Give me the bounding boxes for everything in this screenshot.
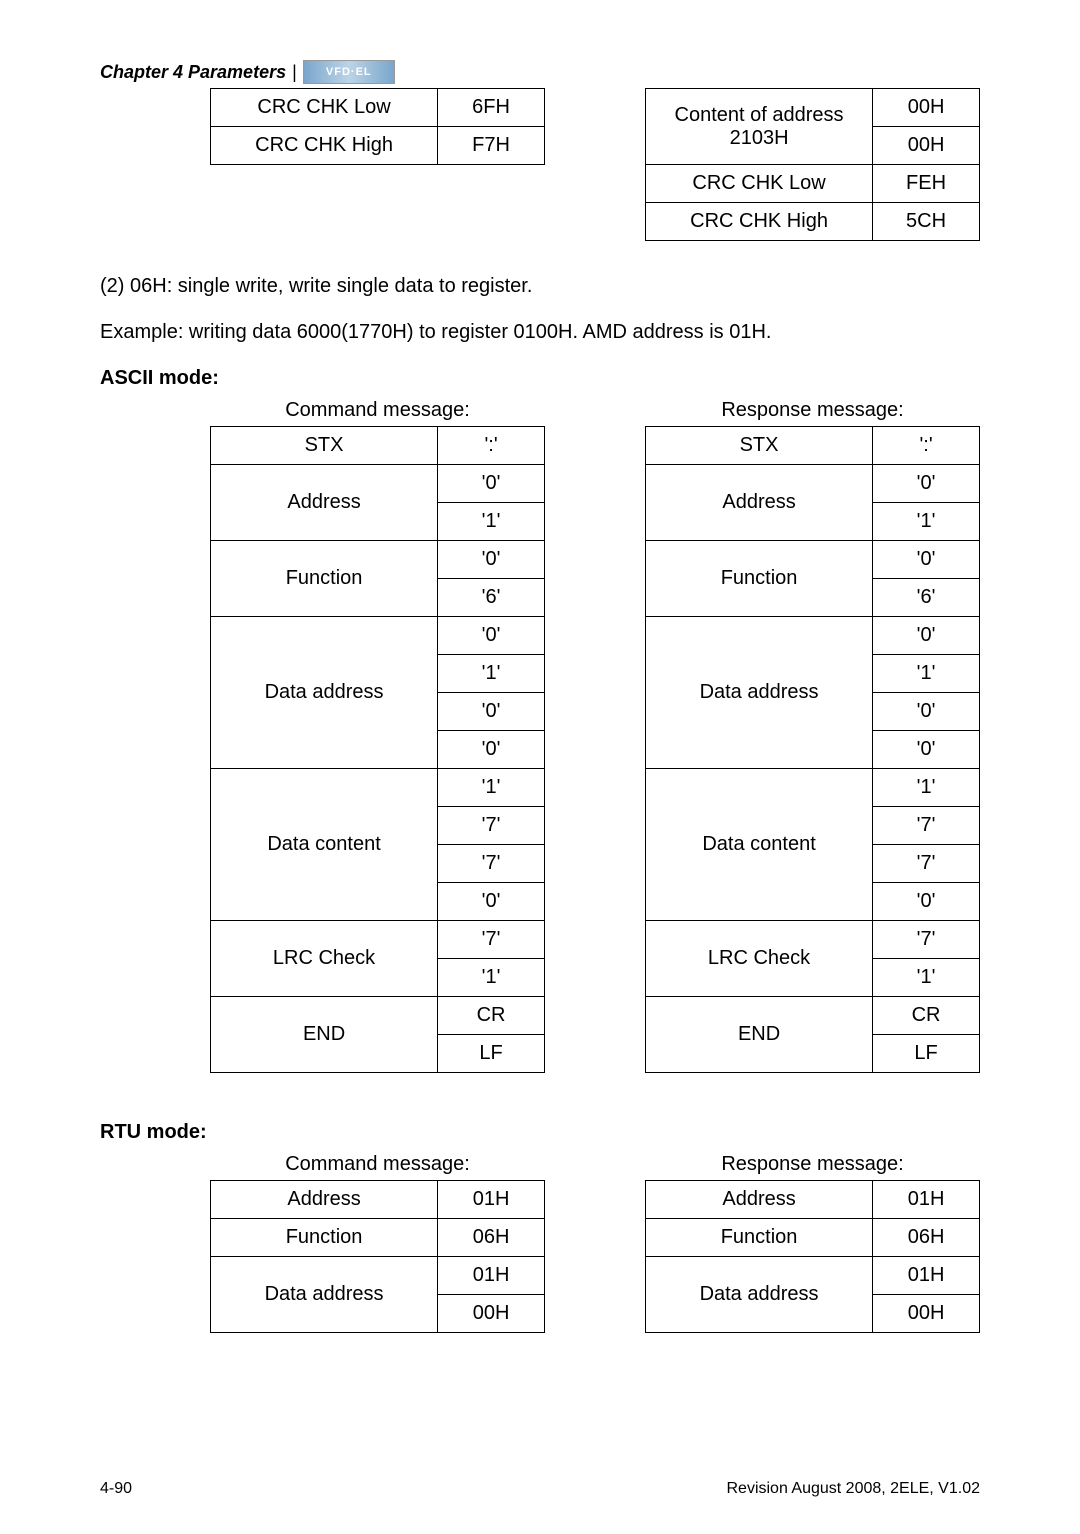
table-row-value: '0'	[438, 883, 545, 921]
table-row-value: '7'	[438, 921, 545, 959]
table-row-label: CRC CHK Low	[211, 89, 438, 127]
ascii-heading: ASCII mode:	[100, 363, 980, 393]
table-row-value: '0'	[873, 465, 980, 503]
table-row-value: F7H	[438, 127, 545, 165]
table-row-value: 00H	[873, 127, 980, 165]
table-row-value: '6'	[438, 579, 545, 617]
table-row-value: 00H	[438, 1295, 545, 1333]
table-row-label: Function	[646, 541, 873, 617]
table-row-value: '0'	[438, 465, 545, 503]
ascii-resp-table: STX':'Address'0''1'Function'0''6'Data ad…	[645, 426, 980, 1073]
table-row-label: END	[211, 997, 438, 1073]
table-row-value: CR	[438, 997, 545, 1035]
ascii-cmd-table: STX':'Address'0''1'Function'0''6'Data ad…	[210, 426, 545, 1073]
table-row-value: 01H	[873, 1257, 980, 1295]
product-logo: VFD·EL	[303, 60, 395, 84]
table-row-label: Function	[211, 1219, 438, 1257]
table-row-value: '0'	[438, 731, 545, 769]
table-row-value: '1'	[438, 769, 545, 807]
table-row-label: Function	[646, 1219, 873, 1257]
table-row-label: LRC Check	[211, 921, 438, 997]
table-row-label: STX	[646, 427, 873, 465]
table-row-value: ':'	[438, 427, 545, 465]
rtu-tables-row: Command message: Address01HFunction06HDa…	[100, 1153, 980, 1333]
table-row-value: '0'	[873, 617, 980, 655]
revision-text: Revision August 2008, 2ELE, V1.02	[726, 1480, 980, 1498]
table-row-value: '0'	[873, 883, 980, 921]
table-row-value: LF	[873, 1035, 980, 1073]
body-line-2: Example: writing data 6000(1770H) to reg…	[100, 317, 980, 347]
table-row-value: '1'	[873, 503, 980, 541]
table-row-value: 01H	[438, 1181, 545, 1219]
page-header: Chapter 4 Parameters | VFD·EL	[100, 60, 980, 84]
table-row-label: Address	[211, 1181, 438, 1219]
table-row-value: ':'	[873, 427, 980, 465]
table-row-value: 01H	[873, 1181, 980, 1219]
table-row-value: FEH	[873, 165, 980, 203]
top-right-table: Content of address 2103H00H00HCRC CHK Lo…	[645, 88, 980, 241]
rtu-resp-table: Address01HFunction06HData address01H00H	[645, 1180, 980, 1333]
table-row-value: '1'	[438, 959, 545, 997]
table-row-label: Data content	[646, 769, 873, 921]
ascii-tables-row: Command message: STX':'Address'0''1'Func…	[100, 399, 980, 1073]
table-row-label: Data address	[646, 1257, 873, 1333]
rtu-heading: RTU mode:	[100, 1117, 980, 1147]
table-row-label: Function	[211, 541, 438, 617]
table-row-value: '0'	[438, 617, 545, 655]
table-row-value: '0'	[873, 731, 980, 769]
table-row-label: CRC CHK High	[646, 203, 873, 241]
table-row-label: Data address	[211, 617, 438, 769]
table-row-value: 01H	[438, 1257, 545, 1295]
table-row-value: '7'	[873, 921, 980, 959]
ascii-cmd-caption: Command message:	[210, 399, 545, 422]
table-row-value: '7'	[873, 845, 980, 883]
table-row-label: CRC CHK High	[211, 127, 438, 165]
table-row-value: 06H	[873, 1219, 980, 1257]
table-row-value: '0'	[438, 693, 545, 731]
table-row-label: Content of address 2103H	[646, 89, 873, 165]
table-row-value: 6FH	[438, 89, 545, 127]
table-row-label: Address	[646, 465, 873, 541]
page-number: 4-90	[100, 1480, 132, 1498]
table-row-label: END	[646, 997, 873, 1073]
table-row-value: '1'	[873, 769, 980, 807]
table-row-label: Address	[646, 1181, 873, 1219]
table-row-value: 06H	[438, 1219, 545, 1257]
table-row-value: '0'	[438, 541, 545, 579]
table-row-value: '1'	[873, 655, 980, 693]
table-row-value: '1'	[438, 503, 545, 541]
table-row-label: Data address	[646, 617, 873, 769]
rtu-cmd-table: Address01HFunction06HData address01H00H	[210, 1180, 545, 1333]
table-row-value: CR	[873, 997, 980, 1035]
table-row-label: LRC Check	[646, 921, 873, 997]
table-row-label: STX	[211, 427, 438, 465]
table-row-value: 00H	[873, 1295, 980, 1333]
table-row-label: Data content	[211, 769, 438, 921]
header-sep: |	[292, 62, 297, 83]
body-line-1: (2) 06H: single write, write single data…	[100, 271, 980, 301]
table-row-value: '1'	[873, 959, 980, 997]
table-row-value: '7'	[438, 807, 545, 845]
ascii-resp-caption: Response message:	[645, 399, 980, 422]
table-row-label: CRC CHK Low	[646, 165, 873, 203]
page-footer: 4-90 Revision August 2008, 2ELE, V1.02	[100, 1480, 980, 1498]
table-row-value: '6'	[873, 579, 980, 617]
table-row-value: '7'	[873, 807, 980, 845]
table-row-label: Data address	[211, 1257, 438, 1333]
table-row-label: Address	[211, 465, 438, 541]
table-row-value: 5CH	[873, 203, 980, 241]
table-row-value: '1'	[438, 655, 545, 693]
chapter-label: Chapter 4 Parameters	[100, 62, 286, 83]
table-row-value: LF	[438, 1035, 545, 1073]
table-row-value: 00H	[873, 89, 980, 127]
top-tables-row: CRC CHK Low6FHCRC CHK HighF7H Content of…	[100, 88, 980, 241]
table-row-value: '7'	[438, 845, 545, 883]
table-row-value: '0'	[873, 541, 980, 579]
rtu-cmd-caption: Command message:	[210, 1153, 545, 1176]
top-left-table: CRC CHK Low6FHCRC CHK HighF7H	[210, 88, 545, 165]
table-row-value: '0'	[873, 693, 980, 731]
rtu-resp-caption: Response message:	[645, 1153, 980, 1176]
